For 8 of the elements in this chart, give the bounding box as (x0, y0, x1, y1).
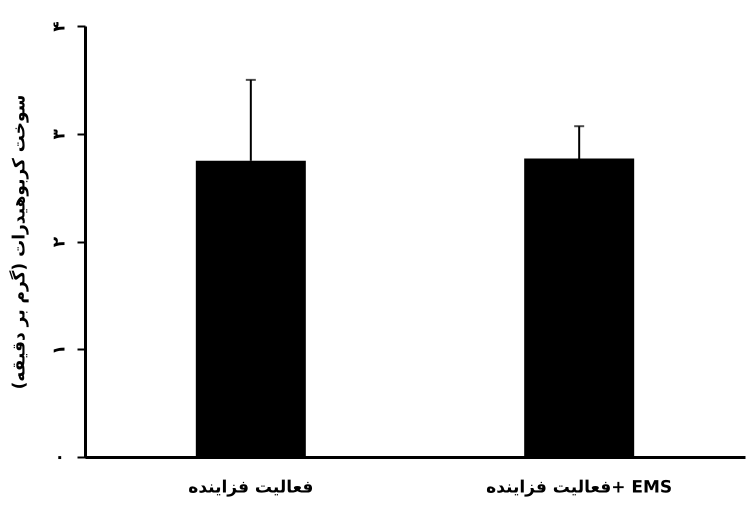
y-tick-label: ۲ (50, 236, 70, 248)
y-axis-title: سوخت کربوهیدرات (گرم بر دقیقه) (8, 94, 30, 390)
y-tick-label: ۰ (50, 452, 70, 463)
y-tick-label: ۴ (50, 21, 70, 32)
x-tick-label: فعالیت فزاینده (188, 478, 314, 498)
y-tick-label: ۱ (50, 344, 70, 355)
y-tick-label: ۳ (50, 128, 70, 140)
x-tick-label: فعالیت فزاینده+ EMS (486, 478, 672, 498)
